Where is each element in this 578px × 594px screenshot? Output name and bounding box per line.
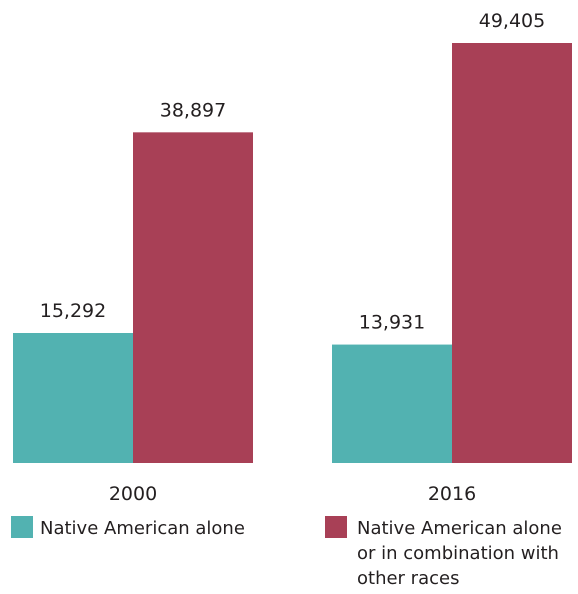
- x-tick-labels: 2000 2016: [109, 483, 476, 505]
- legend-label-series-2-line-2: or in combination with: [357, 543, 559, 564]
- data-label-2016-series-2: 49,405: [479, 10, 545, 32]
- bar-2016-series-1: [332, 344, 452, 463]
- legend-swatch-series-1: [11, 516, 33, 538]
- legend: Native American alone Native American alo…: [11, 516, 562, 589]
- bars-layer: [13, 43, 572, 463]
- bar-2016-series-2: [452, 43, 572, 463]
- x-tick-label-2000: 2000: [109, 483, 157, 505]
- legend-label-series-2-line-1: Native American alone: [357, 518, 562, 539]
- x-tick-label-2016: 2016: [428, 483, 476, 505]
- data-labels-layer: 15,292 38,897 13,931 49,405: [40, 10, 545, 334]
- legend-label-series-1-line-1: Native American alone: [40, 518, 245, 539]
- data-label-2000-series-1: 15,292: [40, 300, 106, 322]
- legend-label-series-2-line-3: other races: [357, 568, 459, 589]
- bar-2000-series-2: [133, 132, 253, 463]
- data-label-2000-series-2: 38,897: [160, 99, 226, 121]
- bar-2000-series-1: [13, 333, 133, 463]
- data-label-2016-series-1: 13,931: [359, 312, 425, 334]
- legend-swatch-series-2: [325, 516, 347, 538]
